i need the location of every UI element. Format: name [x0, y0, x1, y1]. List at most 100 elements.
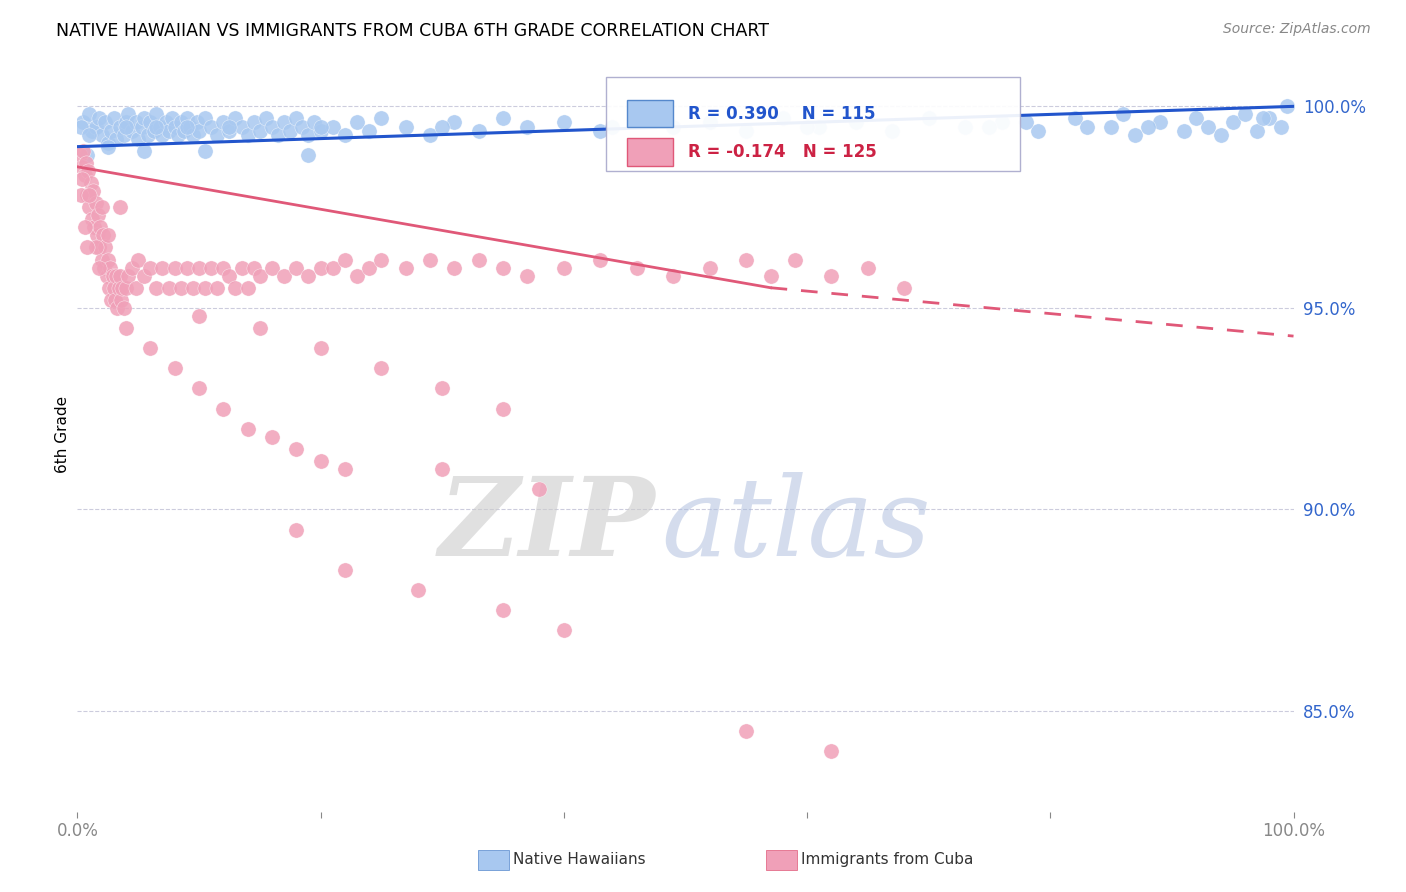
Point: [285, 442, 308, 456]
Point: [103, 281, 125, 295]
Point: [1277, 99, 1299, 113]
Point: [86, 228, 108, 243]
Point: [176, 260, 198, 275]
Point: [589, 123, 612, 137]
Point: [134, 112, 156, 126]
Text: R = -0.174   N = 125: R = -0.174 N = 125: [688, 143, 876, 161]
Point: [179, 120, 201, 134]
Point: [346, 268, 368, 283]
Point: [796, 120, 818, 134]
Point: [188, 260, 211, 275]
Point: [273, 115, 295, 129]
Point: [103, 112, 125, 126]
Point: [127, 131, 149, 145]
Point: [1136, 120, 1159, 134]
Point: [1197, 120, 1219, 134]
Point: [467, 123, 489, 137]
Point: [419, 128, 441, 142]
Point: [395, 260, 418, 275]
Point: [1173, 123, 1195, 137]
Point: [70, 160, 93, 174]
Point: [309, 454, 332, 468]
Point: [297, 268, 319, 283]
Point: [1099, 120, 1122, 134]
Point: [492, 260, 515, 275]
Point: [260, 430, 283, 444]
Point: [224, 281, 246, 295]
Y-axis label: 6th Grade: 6th Grade: [55, 396, 70, 474]
Text: atlas: atlas: [661, 472, 931, 579]
Point: [516, 268, 538, 283]
Point: [759, 268, 782, 283]
Point: [170, 115, 193, 129]
Point: [70, 172, 93, 186]
Point: [139, 115, 162, 129]
Point: [699, 115, 721, 129]
Point: [735, 724, 758, 739]
Point: [176, 120, 198, 134]
Point: [322, 120, 344, 134]
Point: [127, 252, 149, 267]
Point: [70, 120, 93, 134]
Point: [249, 321, 271, 335]
Point: [110, 293, 132, 307]
Point: [254, 112, 277, 126]
Point: [139, 341, 162, 355]
Point: [82, 184, 104, 198]
Point: [1015, 115, 1038, 129]
Point: [155, 115, 177, 129]
Point: [80, 212, 103, 227]
Point: [73, 220, 96, 235]
Point: [79, 107, 101, 121]
Point: [1125, 128, 1147, 142]
Point: [626, 112, 648, 126]
Point: [626, 260, 648, 275]
Point: [370, 112, 392, 126]
Point: [218, 120, 240, 134]
Point: [979, 120, 1001, 134]
Point: [267, 128, 290, 142]
Point: [285, 260, 308, 275]
Point: [96, 268, 118, 283]
Point: [1112, 107, 1135, 121]
Point: [529, 483, 551, 497]
Point: [443, 115, 465, 129]
Point: [333, 252, 356, 267]
Point: [492, 603, 515, 617]
Bar: [627, 100, 673, 128]
Point: [145, 281, 167, 295]
Point: [249, 268, 271, 283]
Point: [553, 115, 575, 129]
Point: [297, 147, 319, 161]
Point: [1076, 120, 1098, 134]
Point: [309, 341, 332, 355]
Point: [322, 260, 344, 275]
Point: [131, 120, 153, 134]
Point: [87, 208, 110, 222]
Point: [104, 293, 127, 307]
Point: [181, 128, 204, 142]
Point: [152, 260, 174, 275]
Point: [242, 260, 264, 275]
Point: [231, 260, 253, 275]
Point: [432, 382, 454, 396]
Point: [84, 196, 107, 211]
Point: [115, 281, 138, 295]
Point: [75, 155, 97, 169]
Point: [90, 128, 112, 142]
Point: [157, 123, 180, 137]
Point: [136, 128, 159, 142]
Point: [236, 128, 259, 142]
Point: [90, 252, 112, 267]
Point: [163, 120, 186, 134]
Point: [224, 112, 246, 126]
Point: [117, 107, 139, 121]
Point: [516, 120, 538, 134]
Point: [291, 120, 314, 134]
Point: [218, 123, 240, 137]
Point: [145, 120, 167, 134]
Point: [89, 220, 111, 235]
Point: [108, 268, 131, 283]
Point: [918, 112, 941, 126]
Point: [72, 144, 94, 158]
